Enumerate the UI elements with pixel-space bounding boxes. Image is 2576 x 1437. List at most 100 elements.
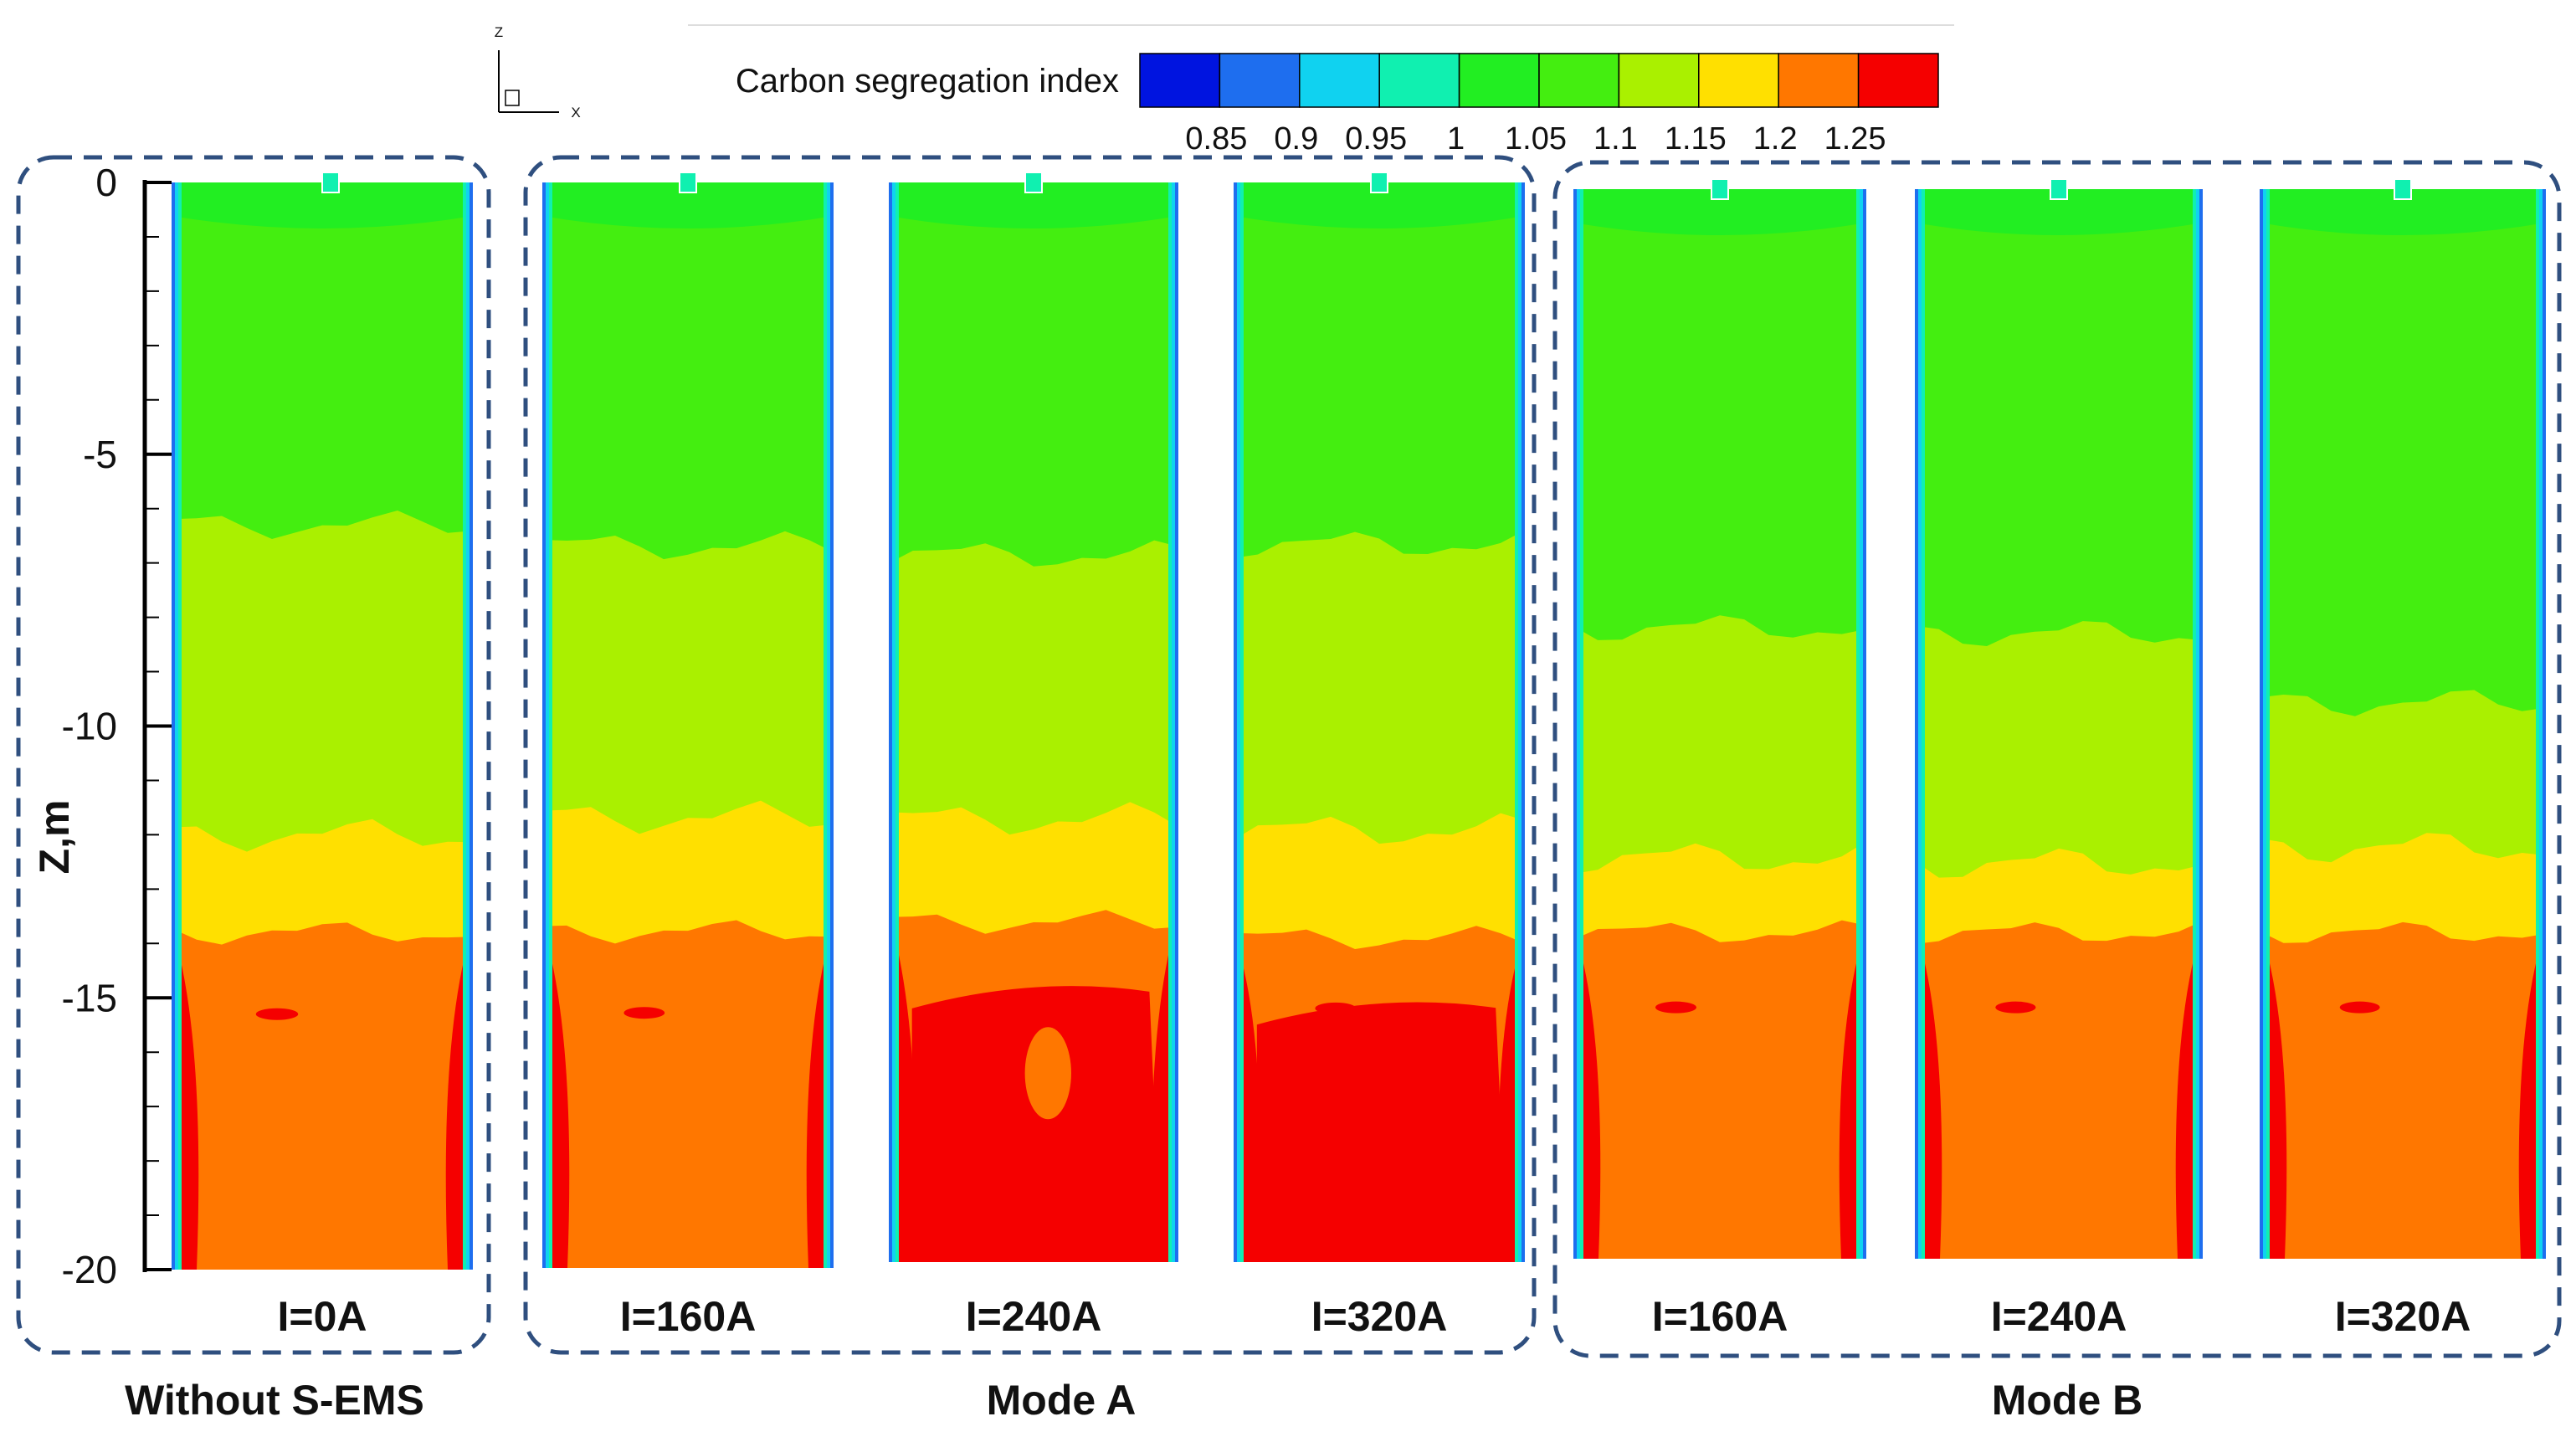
wall-red-strip-right	[1839, 942, 1861, 1259]
wall-strip-right	[1521, 182, 1525, 1262]
group-box-mode-b	[1552, 160, 2562, 1358]
colorbar-swatch	[1857, 53, 1939, 108]
wall-strip-right	[1863, 189, 1866, 1259]
colorbar-tick-label: 1.1	[1593, 121, 1638, 157]
colorbar-tick-label: 1.2	[1753, 121, 1798, 157]
wall-strip-left	[549, 182, 552, 1268]
triad-z-label: Z	[495, 24, 503, 40]
wall-red-strip-right	[445, 943, 468, 1270]
current-label: I=320A	[1311, 1293, 1448, 1340]
wall-strip-left	[1918, 189, 1922, 1259]
zone-red-core	[911, 986, 1162, 1262]
contour-panel: I=160A	[1573, 178, 1866, 1340]
wall-strip-left	[1915, 189, 1918, 1259]
wall-strip-left	[892, 182, 895, 1262]
wall-strip-right	[2543, 189, 2546, 1259]
zone-green	[2260, 189, 2546, 716]
orange-island	[1024, 1027, 1071, 1120]
wall-red-strip-left	[177, 943, 199, 1270]
wall-strip-right	[1175, 182, 1178, 1262]
wall-strip-left	[1234, 182, 1237, 1262]
wall-strip-left	[2263, 189, 2266, 1259]
colorbar-tick-label: 0.85	[1185, 121, 1247, 157]
contour-panels: I=0A I=160A I=240A I=320A I=160A I=240A I=320A	[172, 172, 2546, 1340]
zone-green	[1234, 182, 1525, 558]
contour-panel: I=160A	[542, 172, 834, 1340]
triad-origin-box	[505, 90, 520, 106]
red-lens	[1995, 1001, 2036, 1014]
wall-strip-left	[2260, 189, 2263, 1259]
colorbar-tick-label: 1.15	[1665, 121, 1727, 157]
wall-red-strip-left	[1239, 948, 1261, 1262]
y-tick-label: -20	[62, 1248, 117, 1291]
colorbar-swatch	[1698, 53, 1779, 108]
group-box-mode-a	[523, 155, 1537, 1355]
red-lens	[623, 1007, 665, 1019]
zone-green	[1573, 189, 1866, 640]
wall-strip-left	[178, 182, 182, 1270]
zone-red-core	[1256, 1002, 1508, 1262]
zone-top-band	[1234, 182, 1525, 228]
nozzle	[679, 172, 697, 193]
y-axis-label: Z,m	[31, 800, 78, 875]
wall-strip-right	[824, 182, 827, 1268]
wall-strip-left	[542, 182, 546, 1268]
wall-strip-left	[1237, 182, 1240, 1262]
wall-strip-left	[1922, 189, 1925, 1259]
wall-strip-right	[1172, 182, 1175, 1262]
colorbar-title: Carbon segregation index	[736, 63, 1119, 100]
zone-green	[172, 182, 473, 539]
wall-red-strip-right	[2175, 942, 2198, 1259]
wall-strip-right	[463, 182, 466, 1270]
current-label: I=0A	[277, 1293, 367, 1340]
current-label: I=240A	[966, 1293, 1102, 1340]
wall-red-strip-right	[806, 942, 829, 1268]
wall-strip-left	[1580, 189, 1583, 1259]
nozzle	[1370, 172, 1388, 193]
colorbar-swatch	[1458, 53, 1540, 108]
wall-strip-left	[889, 182, 892, 1262]
red-lens	[1315, 1002, 1357, 1014]
axis-triad: Z X	[495, 24, 581, 121]
nozzle	[2050, 178, 2068, 200]
group-box-without-sems	[16, 155, 491, 1355]
wall-strip-left	[172, 182, 175, 1270]
wall-strip-right	[470, 182, 473, 1270]
wall-strip-right	[2193, 189, 2196, 1259]
wall-red-strip-left	[1920, 942, 1942, 1259]
wall-strip-left	[2266, 189, 2270, 1259]
nozzle	[2394, 178, 2412, 200]
current-label: I=160A	[1652, 1293, 1788, 1340]
y-axis: Z,m 0 -5 -10 -15 -20	[31, 161, 172, 1291]
triad-x-label: X	[571, 105, 580, 121]
zone-green	[542, 182, 834, 560]
zone-green	[889, 182, 1178, 567]
wall-strip-right	[2539, 189, 2543, 1259]
red-lens	[1655, 1001, 1696, 1014]
wall-strip-left	[1573, 189, 1577, 1259]
colorbar-swatch	[1299, 53, 1380, 108]
red-lens	[2339, 1001, 2380, 1014]
group-label-mode-a: Mode A	[987, 1377, 1137, 1424]
red-lens	[255, 1008, 299, 1020]
y-tick-label: -5	[83, 433, 117, 476]
colorbar-tick-label: 0.9	[1274, 121, 1318, 157]
contour-panel: I=320A	[2260, 178, 2546, 1340]
wall-strip-right	[2536, 189, 2539, 1259]
current-label: I=240A	[1991, 1293, 2127, 1340]
colorbar-swatch	[1538, 53, 1620, 108]
wall-strip-right	[1168, 182, 1172, 1262]
red-lens	[969, 1002, 1011, 1014]
current-label: I=320A	[2335, 1293, 2471, 1340]
colorbar-swatch	[1378, 53, 1460, 108]
colorbar-tick-label: 0.95	[1345, 121, 1407, 157]
wall-strip-left	[1240, 182, 1244, 1262]
wall-red-strip-right	[2518, 942, 2541, 1259]
colorbar-tick-label: 1	[1447, 121, 1465, 157]
wall-red-strip-left	[1578, 942, 1601, 1259]
colorbar-tick-label: 1.25	[1824, 121, 1886, 157]
colorbar-swatch	[1219, 53, 1301, 108]
contour-panel: I=0A	[172, 172, 473, 1340]
contour-panel: I=240A	[889, 172, 1178, 1340]
